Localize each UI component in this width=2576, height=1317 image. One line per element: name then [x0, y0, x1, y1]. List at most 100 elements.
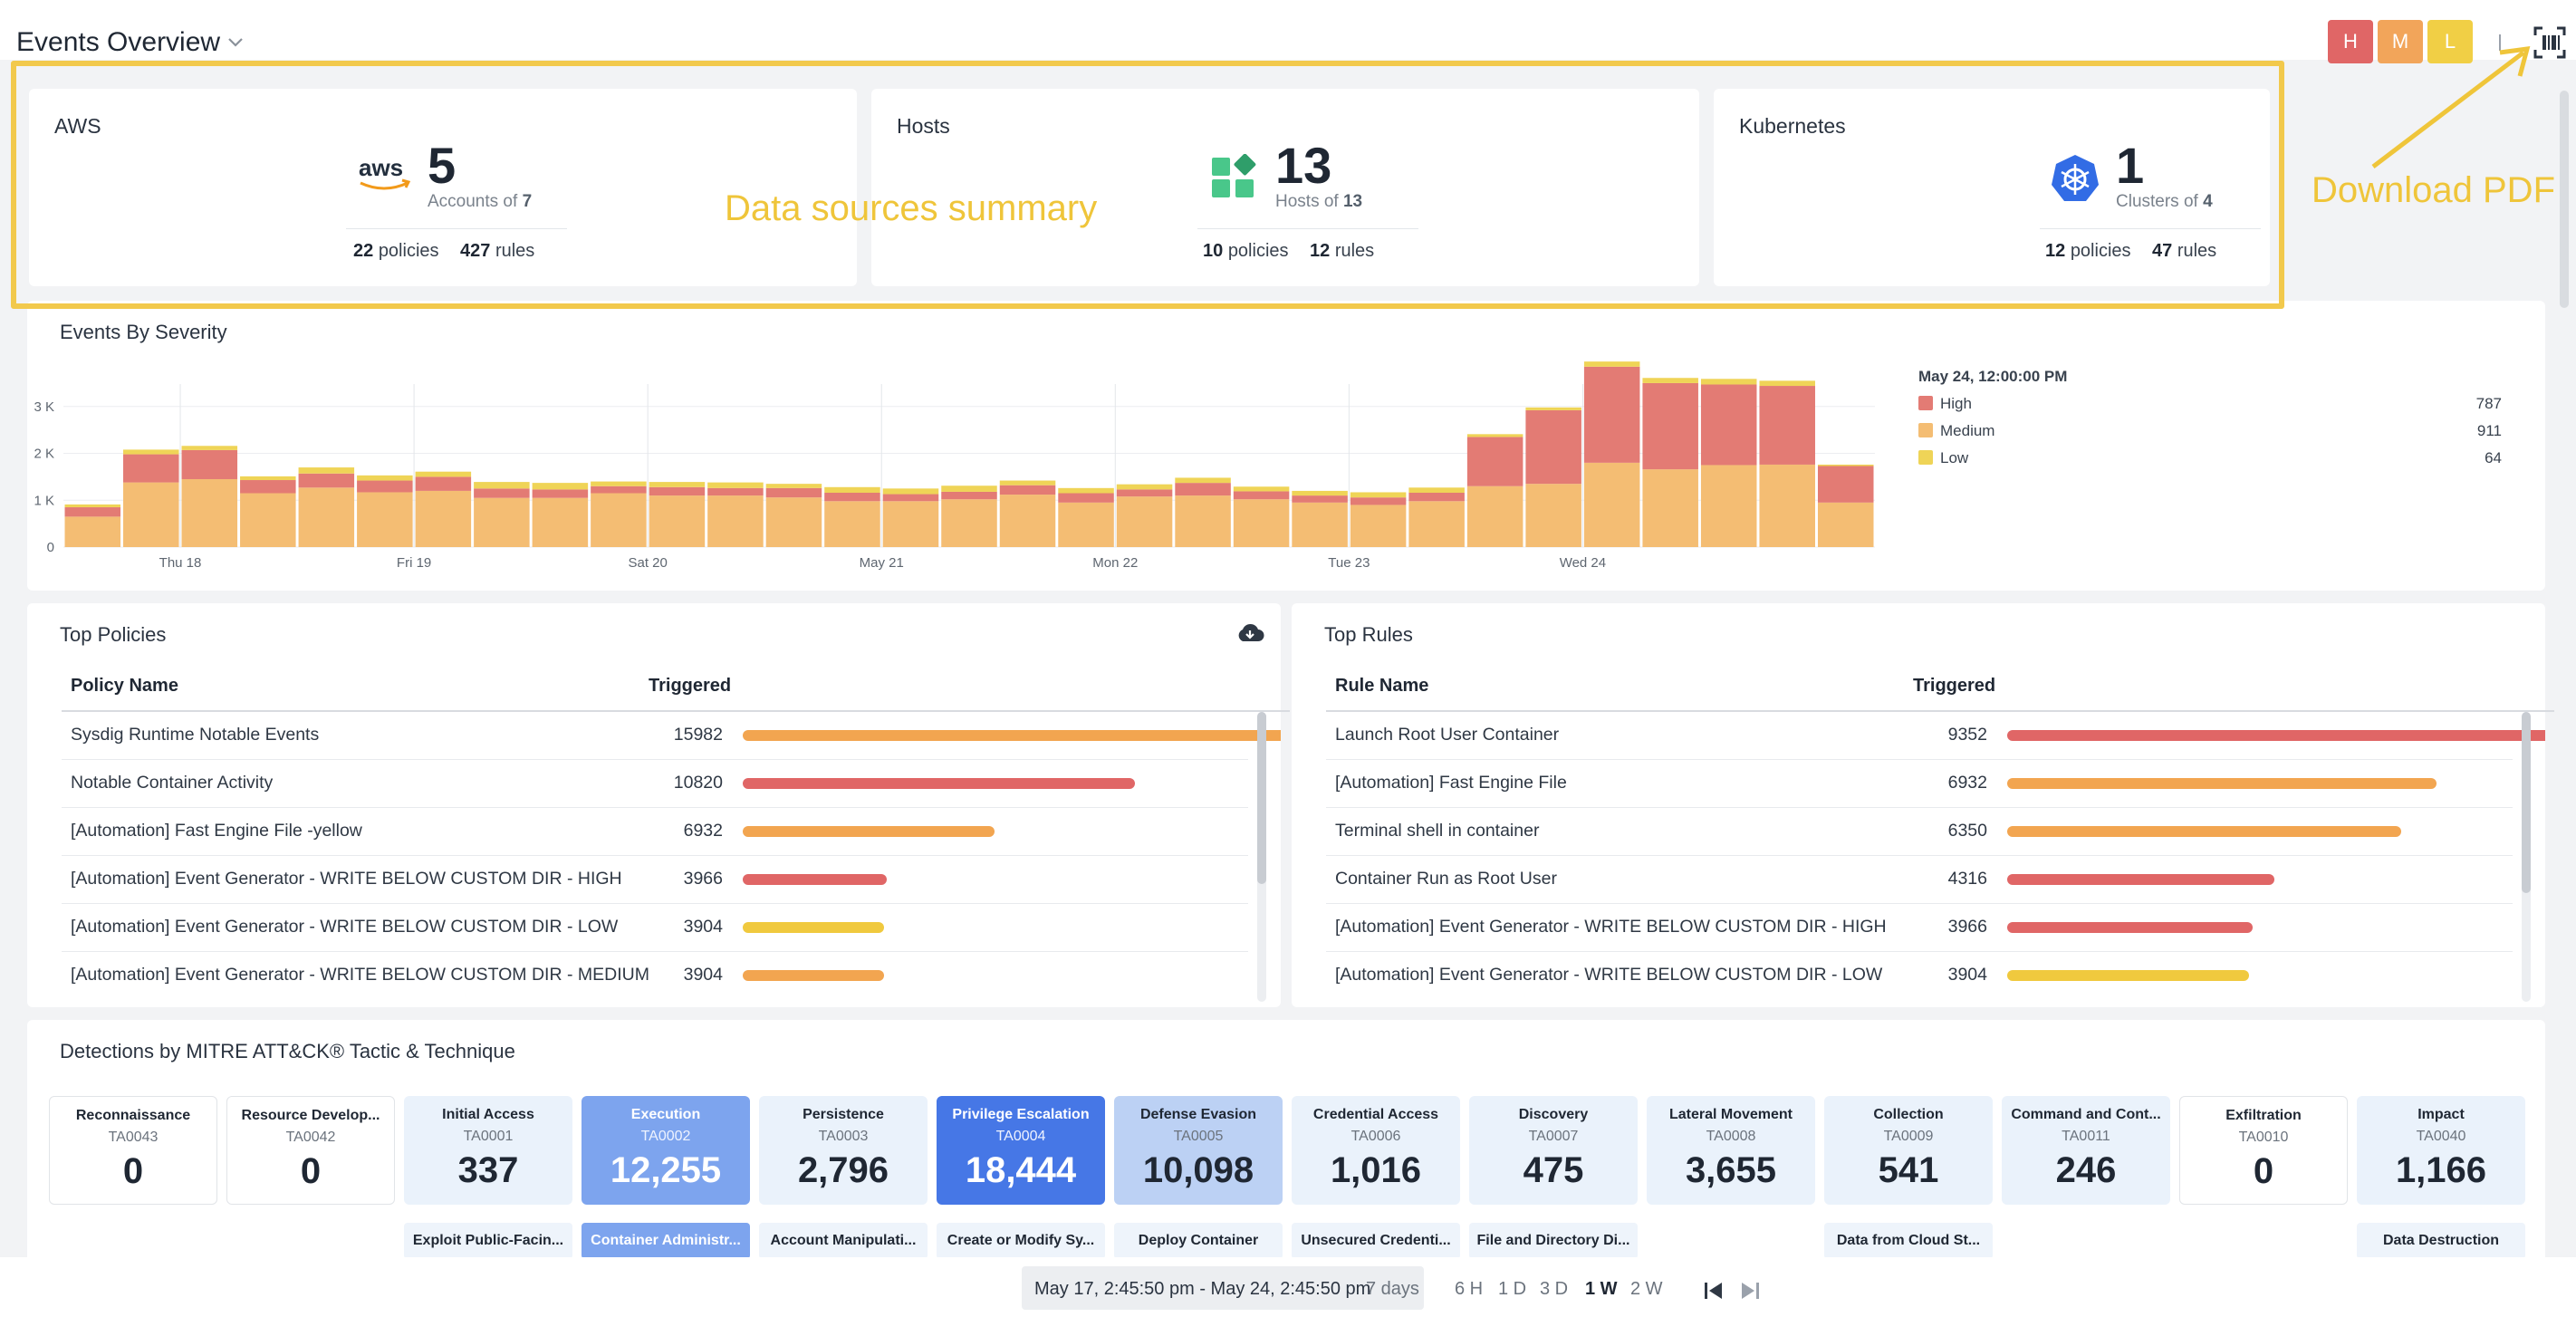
bar-high[interactable]	[415, 476, 472, 491]
bar-medium[interactable]	[1525, 484, 1581, 547]
bar-low[interactable]	[1408, 487, 1465, 493]
bar-medium[interactable]	[1700, 465, 1757, 547]
bar-medium[interactable]	[1642, 469, 1698, 547]
bar-low[interactable]	[1350, 492, 1407, 498]
bar-high[interactable]	[941, 491, 997, 500]
time-range-picker[interactable]: May 17, 2:45:50 pm - May 24, 2:45:50 pm …	[1022, 1266, 1424, 1310]
bar-medium[interactable]	[765, 497, 822, 547]
bar-low[interactable]	[64, 504, 121, 508]
bar-medium[interactable]	[707, 495, 764, 547]
bar-high[interactable]	[298, 473, 355, 488]
bar-high[interactable]	[824, 492, 880, 502]
bar-medium[interactable]	[123, 482, 179, 547]
bar-low[interactable]	[999, 480, 1056, 485]
period-1d[interactable]: 1 D	[1498, 1279, 1527, 1299]
technique-chip[interactable]: Data from Cloud St...	[1824, 1223, 1993, 1259]
bar-low[interactable]	[1700, 379, 1757, 385]
bar-low[interactable]	[824, 486, 880, 493]
period-6h[interactable]: 6 H	[1455, 1279, 1484, 1299]
technique-chip[interactable]: Account Manipulati...	[759, 1223, 928, 1259]
bar-medium[interactable]	[1233, 499, 1290, 547]
bar-medium[interactable]	[1058, 502, 1114, 547]
tactic-card[interactable]: Resource Develop... TA0042 0	[226, 1096, 395, 1205]
bar-medium[interactable]	[1175, 495, 1231, 547]
rule-row[interactable]: [Automation] Event Generator - WRITE BEL…	[1326, 904, 2513, 952]
bar-high[interactable]	[1058, 493, 1114, 503]
bar-high[interactable]	[591, 485, 647, 494]
bar-high[interactable]	[999, 485, 1056, 495]
bar-high[interactable]	[1525, 409, 1581, 485]
legend-item-medium[interactable]: Medium	[1918, 422, 1994, 440]
policy-row[interactable]: [Automation] Event Generator - WRITE BEL…	[62, 904, 1248, 952]
legend-item-low[interactable]: Low	[1918, 449, 1968, 467]
bar-low[interactable]	[1583, 361, 1640, 367]
technique-chip[interactable]: File and Directory Di...	[1469, 1223, 1638, 1259]
bar-medium[interactable]	[64, 516, 121, 547]
bar-high[interactable]	[123, 454, 179, 483]
rule-row[interactable]: [Automation] Event Generator - WRITE BEL…	[1326, 952, 2513, 996]
policies-scroll-thumb[interactable]	[1257, 712, 1266, 884]
policy-row[interactable]: Notable Container Activity 10820	[62, 760, 1248, 808]
technique-chip[interactable]: Container Administr...	[582, 1223, 750, 1259]
bar-high[interactable]	[1700, 384, 1757, 466]
policy-row[interactable]: [Automation] Event Generator - WRITE BEL…	[62, 856, 1248, 904]
bar-low[interactable]	[1292, 490, 1348, 496]
tactic-card[interactable]: Execution TA0002 12,255	[582, 1096, 750, 1205]
bar-medium[interactable]	[298, 487, 355, 547]
rule-row[interactable]: Launch Root User Container 9352	[1326, 712, 2545, 760]
severity-high-button[interactable]: H	[2328, 20, 2373, 63]
bar-high[interactable]	[1759, 386, 1815, 465]
bar-high[interactable]	[1466, 437, 1523, 486]
skip-back-icon[interactable]	[1703, 1281, 1725, 1301]
bar-low[interactable]	[1466, 434, 1523, 437]
severity-medium-button[interactable]: M	[2378, 20, 2423, 63]
tactic-card[interactable]: Collection TA0009 541	[1824, 1096, 1993, 1205]
rules-scroll-thumb[interactable]	[2522, 712, 2531, 893]
bar-medium[interactable]	[240, 493, 296, 547]
bar-high[interactable]	[1642, 382, 1698, 470]
bar-high[interactable]	[474, 488, 530, 498]
bar-low[interactable]	[765, 484, 822, 488]
cloud-download-icon[interactable]	[1235, 621, 1264, 645]
aws-summary-card[interactable]: AWS aws 5 Accounts of 7 22 policies 427 …	[29, 89, 857, 286]
bar-medium[interactable]	[1759, 464, 1815, 547]
bar-medium[interactable]	[591, 493, 647, 547]
rule-name-header[interactable]: Rule Name	[1335, 676, 1429, 696]
bar-low[interactable]	[474, 482, 530, 489]
bar-medium[interactable]	[824, 501, 880, 547]
rule-row[interactable]: Container Run as Root User 4316	[1326, 856, 2513, 904]
bar-low[interactable]	[591, 481, 647, 486]
bar-medium[interactable]	[1408, 501, 1465, 547]
bar-low[interactable]	[181, 446, 238, 450]
technique-chip[interactable]: Deploy Container	[1114, 1223, 1283, 1259]
bar-low[interactable]	[882, 488, 939, 495]
bar-medium[interactable]	[941, 499, 997, 547]
bar-high[interactable]	[532, 489, 589, 498]
tactic-card[interactable]: Persistence TA0003 2,796	[759, 1096, 928, 1205]
technique-chip[interactable]: Data Destruction	[2357, 1223, 2525, 1259]
bar-low[interactable]	[1642, 378, 1698, 383]
bar-low[interactable]	[1175, 477, 1231, 484]
tactic-card[interactable]: Lateral Movement TA0008 3,655	[1647, 1096, 1815, 1205]
bar-high[interactable]	[1233, 491, 1290, 500]
bar-high[interactable]	[649, 486, 706, 496]
tactic-card[interactable]: Exfiltration TA0010 0	[2179, 1096, 2348, 1205]
severity-low-button[interactable]: L	[2427, 20, 2473, 63]
bar-medium[interactable]	[357, 492, 413, 547]
bar-low[interactable]	[1759, 380, 1815, 387]
policy-row[interactable]: [Automation] Fast Engine File -yellow 693…	[62, 808, 1248, 856]
bar-low[interactable]	[357, 475, 413, 481]
bar-low[interactable]	[532, 483, 589, 490]
policy-triggered-header[interactable]: Triggered	[649, 676, 732, 696]
bar-high[interactable]	[707, 487, 764, 496]
bar-medium[interactable]	[181, 478, 238, 547]
tactic-card[interactable]: Impact TA0040 1,166	[2357, 1096, 2525, 1205]
bar-high[interactable]	[1292, 495, 1348, 503]
bar-low[interactable]	[941, 485, 997, 492]
policy-name-header[interactable]: Policy Name	[71, 676, 178, 696]
tactic-card[interactable]: Privilege Escalation TA0004 18,444	[937, 1096, 1105, 1205]
bar-high[interactable]	[1408, 492, 1465, 502]
chevron-down-icon[interactable]	[226, 36, 245, 49]
bar-medium[interactable]	[1817, 502, 1874, 547]
tactic-card[interactable]: Command and Cont... TA0011 246	[2002, 1096, 2170, 1205]
